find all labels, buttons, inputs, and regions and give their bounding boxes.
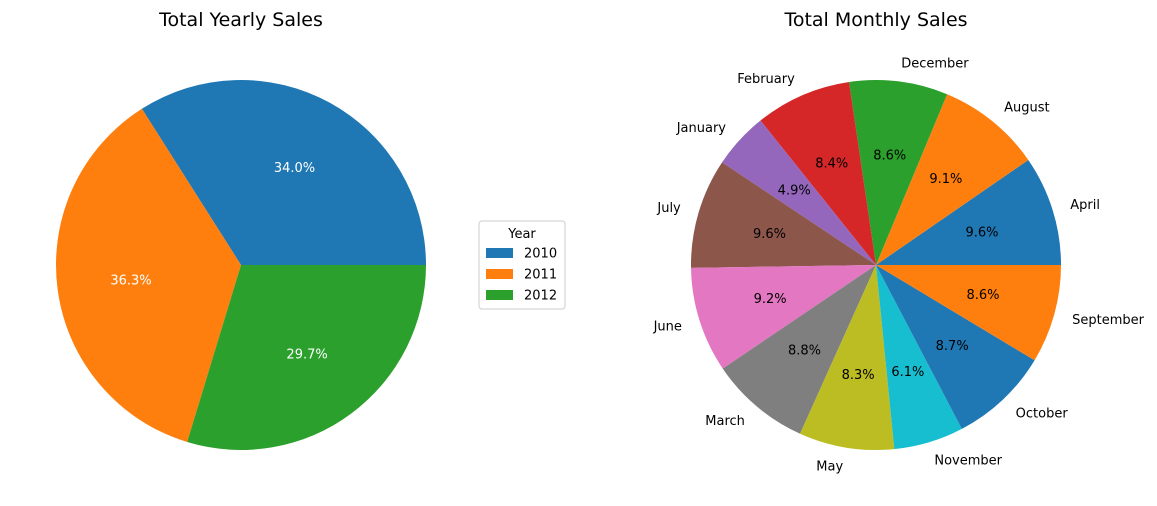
legend-swatch — [486, 269, 513, 279]
pie-slice-October — [876, 265, 1035, 429]
pie-slice-September — [876, 265, 1061, 361]
pie-slice-November — [876, 265, 962, 450]
slice-value-label: 9.2% — [754, 292, 787, 307]
slice-category-label: July — [656, 201, 681, 216]
slice-value-label: 9.6% — [965, 225, 998, 240]
pie-slice-July — [691, 162, 876, 268]
pie-slice-June — [691, 265, 876, 369]
slice-value-label: 29.7% — [286, 348, 327, 363]
monthly-sales-pie: 9.6% April 9.1% August 8.6% December 8.4% Febru… — [653, 57, 1145, 475]
yearly-sales-pie: 34.0% 36.3% 29.7% — [55, 79, 426, 451]
slice-value-label: 8.6% — [873, 148, 906, 163]
slice-value-label: 8.3% — [842, 368, 875, 383]
slice-value-label: 4.9% — [778, 183, 811, 198]
slice-category-label: January — [676, 121, 727, 136]
slice-category-label: October — [1016, 407, 1069, 422]
pie-slice-March — [722, 265, 876, 434]
legend-label: 2011 — [524, 268, 557, 283]
slice-category-label: March — [705, 414, 745, 429]
yearly-legend: Year 2010 2011 2012 — [478, 220, 566, 310]
slice-value-label: 8.7% — [936, 339, 969, 354]
slice-value-label: 6.1% — [891, 365, 924, 380]
slice-category-label: September — [1072, 313, 1145, 328]
slice-category-label: April — [1070, 198, 1100, 213]
pie-slice-August — [876, 94, 1029, 265]
slice-category-label: June — [653, 320, 682, 335]
pie-slice-2010 — [141, 79, 426, 265]
slice-value-label: 8.8% — [788, 343, 821, 358]
slice-value-label: 9.6% — [753, 227, 786, 242]
pie-slice-February — [760, 81, 876, 266]
slice-category-label: May — [816, 459, 843, 474]
pie-slice-May — [800, 265, 895, 450]
slice-value-label: 8.4% — [815, 157, 848, 172]
slice-value-label: 34.0% — [274, 161, 315, 176]
slice-value-label: 36.3% — [110, 273, 151, 288]
pie-slice-December — [849, 80, 948, 266]
slice-value-label: 8.6% — [966, 288, 999, 303]
pie-slice-2012 — [187, 265, 426, 451]
slice-category-label: August — [1004, 100, 1050, 115]
slice-category-label: February — [737, 72, 795, 87]
legend-label: 2010 — [524, 247, 557, 262]
pie-slice-2011 — [55, 108, 241, 442]
monthly-chart-title: Total Monthly Sales — [783, 9, 967, 31]
yearly-chart-title: Total Yearly Sales — [158, 9, 323, 31]
legend-swatch — [486, 290, 513, 300]
slice-category-label: November — [934, 453, 1002, 468]
pie-slice-January — [722, 120, 876, 266]
slice-value-label: 9.1% — [929, 172, 962, 187]
legend-swatch — [486, 248, 513, 258]
legend-frame — [478, 220, 566, 310]
legend-title: Year — [507, 227, 536, 242]
legend-label: 2012 — [524, 289, 557, 304]
slice-category-label: December — [901, 57, 969, 72]
pie-slice-April — [876, 159, 1061, 265]
